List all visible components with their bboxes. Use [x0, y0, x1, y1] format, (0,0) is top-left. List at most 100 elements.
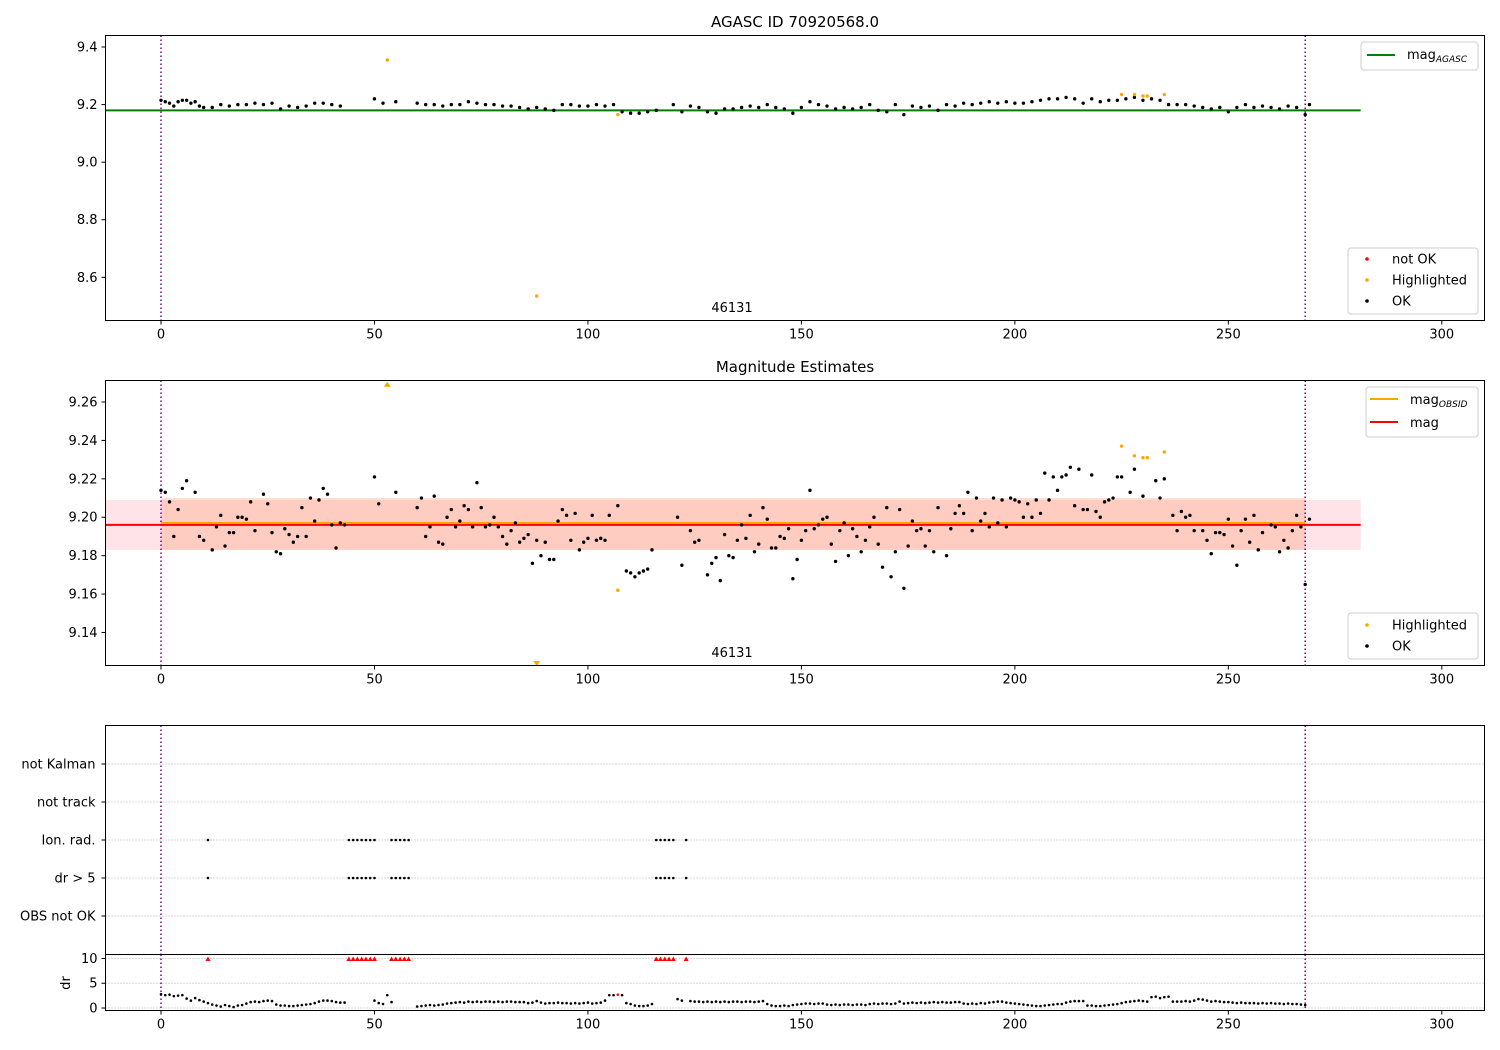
flag-point: [672, 838, 675, 842]
ok-point: [1081, 507, 1085, 512]
ok-point: [906, 544, 910, 548]
ok-dr-point: [488, 1000, 492, 1003]
ok-dr-point: [552, 1001, 556, 1005]
ok-point: [739, 105, 744, 110]
x-tick-label: 200: [1002, 328, 1027, 343]
ok-dr-point: [894, 1002, 897, 1005]
x-tick-label: 150: [789, 328, 814, 343]
ok-dr-point: [1124, 1000, 1128, 1004]
ok-point: [244, 102, 249, 107]
ok-dr-point: [475, 1000, 479, 1003]
ok-point: [1171, 513, 1175, 518]
ok-dr-point: [330, 999, 334, 1003]
ok-point: [270, 101, 274, 105]
ok-point: [325, 492, 330, 496]
flag-point: [407, 876, 410, 880]
ok-dr-point: [531, 1001, 534, 1004]
ok-point: [479, 505, 483, 510]
ok-dr-point: [693, 1000, 696, 1003]
ok-point: [1043, 471, 1047, 475]
ok-dr-point: [1056, 1002, 1059, 1006]
ok-dr-point: [326, 999, 329, 1002]
flag-point: [667, 876, 671, 880]
ok-dr-point: [1060, 1002, 1064, 1006]
ok-point: [1017, 500, 1021, 504]
flag-point: [663, 876, 667, 880]
ok-point: [1055, 488, 1060, 493]
ok-dr-point: [450, 1001, 453, 1005]
ok-dr-point: [800, 1002, 803, 1006]
ok-point: [855, 534, 859, 539]
ok-point: [970, 102, 974, 107]
ok-dr-point: [471, 1000, 474, 1004]
ok-point: [705, 110, 710, 114]
ok-dr-point: [612, 993, 615, 997]
ok-point: [261, 492, 266, 496]
ok-dr-point: [1128, 1000, 1132, 1003]
ok-point: [757, 105, 761, 110]
ok-point: [799, 105, 804, 110]
ok-point: [957, 504, 962, 508]
ok-point: [535, 538, 539, 542]
ok-dr-point: [804, 1002, 807, 1005]
panel-mag-x-axis: 0 50 100 150 200 250 300: [157, 665, 1454, 688]
legend-box: [1347, 247, 1479, 315]
ok-point: [317, 498, 321, 502]
panel-mag-frame: [105, 380, 1485, 666]
ok-point: [419, 496, 424, 500]
ok-point: [569, 102, 573, 107]
ok-point: [739, 523, 744, 527]
ok-point: [803, 528, 808, 533]
legend-marker: [1365, 644, 1369, 648]
ok-dr-point: [181, 993, 184, 997]
ok-dr-point: [535, 999, 539, 1003]
ok-point: [428, 525, 432, 529]
ok-point: [1269, 523, 1273, 527]
ok-point: [338, 521, 343, 525]
ok-point: [530, 561, 535, 566]
flag-point: [407, 838, 410, 842]
flag-point: [398, 838, 402, 842]
ok-point: [1021, 101, 1026, 105]
ok-point: [552, 108, 556, 113]
flag-point: [403, 876, 406, 880]
flag-point: [667, 838, 671, 842]
ok-point: [996, 521, 1000, 525]
ok-dr-point: [958, 1000, 961, 1004]
flag-point: [659, 838, 662, 842]
ok-dr-point: [377, 1001, 381, 1005]
dr-threshold-marker: [363, 956, 369, 961]
ok-dr-point: [274, 1003, 278, 1006]
ok-point: [492, 102, 496, 107]
ok-point: [1107, 98, 1111, 102]
ok-point: [432, 494, 436, 498]
ok-point: [1090, 473, 1094, 477]
ok-point: [1303, 112, 1307, 117]
ok-point: [394, 490, 398, 494]
ok-dr-point: [1141, 999, 1145, 1003]
ok-point: [176, 100, 180, 104]
ok-point: [466, 100, 471, 104]
ok-point: [266, 502, 270, 506]
ok-point: [287, 104, 291, 108]
ok-point: [791, 576, 795, 581]
ok-point: [1188, 513, 1192, 518]
ok-point: [979, 101, 983, 105]
ok-point: [902, 112, 906, 117]
ok-point: [650, 548, 654, 552]
ok-point: [688, 104, 693, 108]
dr-threshold-marker: [406, 956, 412, 961]
ok-point: [1252, 105, 1256, 110]
ok-point: [291, 540, 296, 544]
ok-dr-point: [304, 1003, 308, 1006]
ok-point: [300, 505, 304, 510]
ok-point: [1004, 100, 1009, 104]
ok-dr-point: [855, 1003, 859, 1006]
ok-point: [897, 507, 902, 512]
ok-dr-point: [697, 1000, 701, 1003]
ok-point: [816, 523, 821, 527]
highlighted-point: [1119, 444, 1124, 448]
highlighted-point: [1132, 454, 1137, 458]
ok-dr-point: [1214, 999, 1217, 1003]
panel-flags-y-axis: not Kalman not track Ion. rad. dr > 5 OBS no…: [20, 758, 106, 925]
